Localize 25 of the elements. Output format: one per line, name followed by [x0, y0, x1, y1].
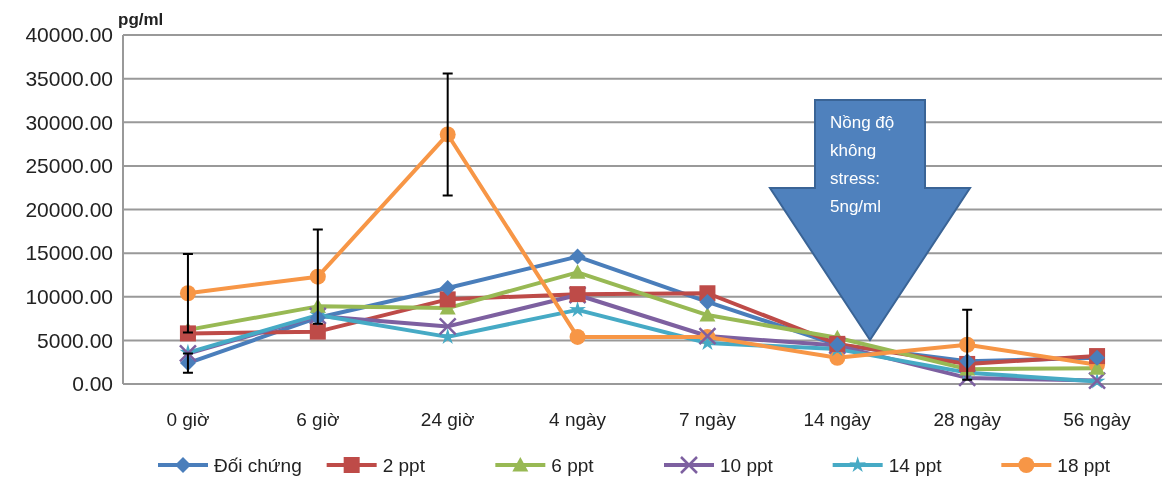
y-tick-label: 40000.00	[25, 23, 113, 47]
legend-label: 6 ppt	[551, 454, 595, 476]
x-tick-label: 56 ngày	[1063, 409, 1132, 430]
y-tick-label: 35000.00	[25, 66, 113, 90]
x-tick-label: 7 ngày	[678, 409, 737, 430]
y-tick-label: 30000.00	[25, 110, 113, 134]
legend-label: Đối chứng	[214, 454, 302, 476]
legend-label: 10 ppt	[720, 454, 774, 476]
y-tick-label: 5000.00	[37, 328, 113, 352]
legend-label: 14 ppt	[888, 454, 943, 476]
x-tick-label: 4 ngày	[549, 409, 607, 430]
y-tick-label: 25000.00	[25, 154, 113, 178]
x-tick-label: 28 ngày	[933, 409, 1002, 430]
x-tick-label: 6 giờ	[296, 409, 340, 430]
y-tick-label: 15000.00	[25, 241, 113, 265]
y-axis-title: pg/ml	[118, 10, 164, 29]
y-tick-label: 0.00	[72, 372, 113, 396]
y-tick-label: 10000.00	[25, 285, 113, 309]
annotation: Nồng độ không stress: 5ng/ml	[830, 113, 895, 216]
legend-label: 2 ppt	[382, 454, 426, 476]
x-tick-label: 24 giờ	[420, 409, 475, 430]
x-tick-label: 14 ngày	[803, 409, 872, 430]
y-tick-label: 20000.00	[25, 197, 113, 221]
legend-label: 18 ppt	[1057, 454, 1111, 476]
x-tick-label: 0 giờ	[166, 409, 210, 430]
